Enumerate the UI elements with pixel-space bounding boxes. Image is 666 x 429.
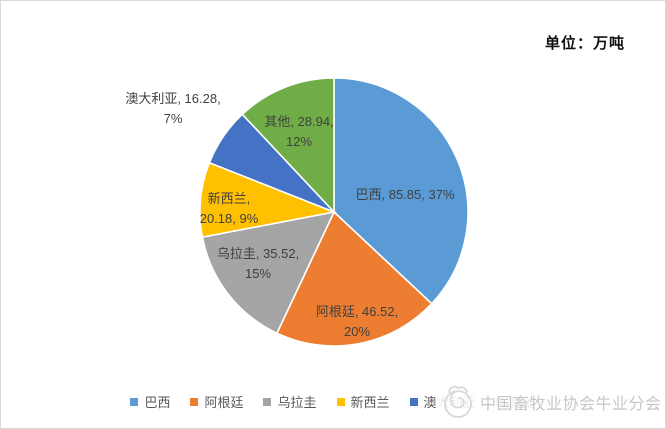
data-label-3: 乌拉圭, 35.52, 15% (216, 245, 300, 281)
legend-label: 巴西 (144, 395, 171, 410)
pie-slice-2 (275, 210, 433, 347)
pie-slice-3 (201, 210, 336, 335)
legend-swatch-icon (130, 397, 139, 406)
legend-item-3: 乌拉圭 (263, 392, 317, 411)
data-label-1: 巴西, 85.85, 37% (355, 186, 455, 202)
legend-item-4: 新西兰 (336, 392, 390, 411)
legend-item-2: 阿根廷 (190, 392, 243, 411)
legend-swatch-icon (409, 397, 418, 406)
data-label-6: 其他, 28.94, 12% (264, 113, 334, 149)
pie-slice-1 (333, 77, 469, 305)
unit-label: 单位：万吨 (544, 35, 625, 52)
legend-label: 乌拉圭 (277, 395, 317, 410)
data-label-4: 新西兰, 20.18, 9% (199, 190, 259, 226)
legend-swatch-icon (336, 397, 345, 406)
data-label-2: 阿根廷, 46.52, 20% (315, 303, 399, 339)
watermark: 中国畜牧业协会牛业分会 (437, 378, 665, 425)
legend-label: 阿根廷 (204, 395, 244, 410)
watermark-text: 中国畜牧业协会牛业分会 (480, 395, 662, 413)
data-label-5: 澳大利亚, 16.28, 7% (125, 90, 221, 126)
legend-swatch-icon (190, 397, 199, 406)
legend-label: 新西兰 (350, 395, 390, 410)
watermark-logo-icon (444, 385, 472, 418)
pie-slice-6 (241, 77, 335, 215)
legend-item-1: 巴西 (130, 392, 170, 411)
legend-swatch-icon (263, 397, 272, 406)
